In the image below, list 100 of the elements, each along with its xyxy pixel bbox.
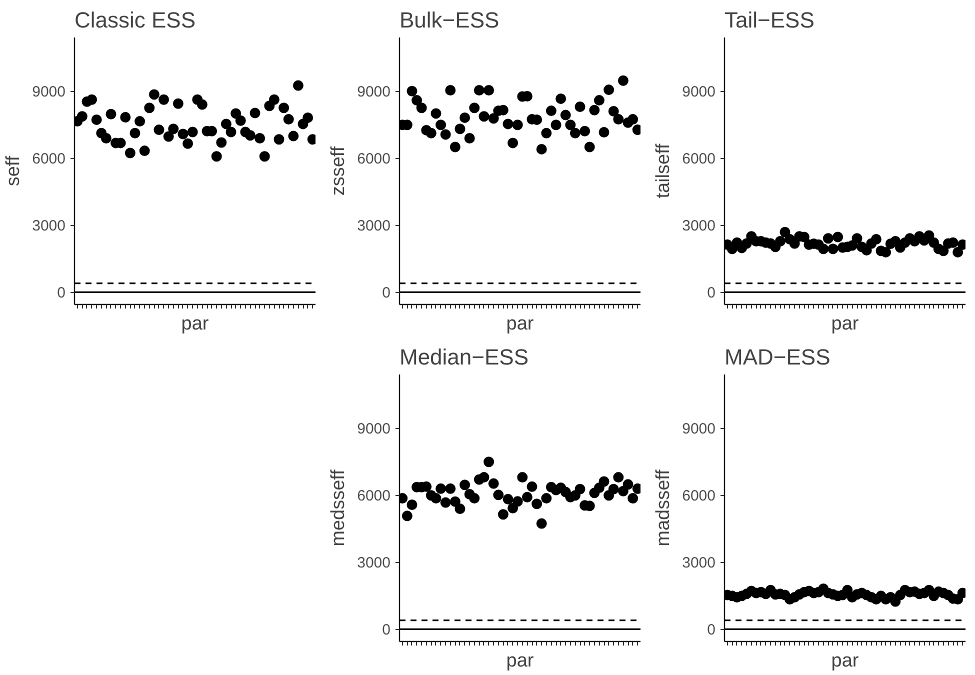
point: [86, 94, 98, 105]
point: [216, 137, 227, 148]
point: [484, 84, 494, 96]
y-tick-label: 6000: [682, 150, 716, 168]
point: [628, 114, 638, 125]
point: [870, 234, 882, 244]
y-axis-title: tailseff: [653, 142, 674, 198]
point: [230, 108, 242, 119]
point: [440, 129, 451, 140]
point: [589, 104, 600, 116]
y-tick-label: 0: [707, 622, 716, 639]
point: [168, 124, 179, 134]
point: [235, 115, 246, 126]
point: [565, 120, 576, 130]
y-axis-title: zsseff: [328, 146, 350, 196]
point: [474, 84, 484, 96]
point: [478, 472, 490, 483]
x-axis-title: par: [506, 650, 534, 672]
y-tick-label: 0: [382, 622, 390, 639]
point: [182, 138, 194, 149]
point: [454, 504, 466, 514]
x-axis-title: par: [181, 314, 210, 334]
point: [469, 102, 480, 114]
point: [283, 114, 294, 125]
point: [774, 236, 786, 247]
point: [187, 126, 198, 138]
point: [220, 118, 232, 130]
point: [124, 148, 136, 158]
point: [274, 134, 284, 145]
y-tick-label: 9000: [357, 420, 391, 438]
y-tick-label: 6000: [682, 488, 716, 505]
point: [546, 106, 556, 116]
point: [196, 99, 208, 110]
point: [134, 116, 146, 127]
point: [254, 133, 266, 144]
point: [608, 484, 619, 494]
point: [622, 479, 634, 490]
point: [822, 233, 834, 244]
chart-title: Classic ESS: [74, 8, 196, 32]
point: [406, 500, 418, 510]
point: [598, 126, 610, 138]
point: [302, 112, 314, 123]
point: [139, 146, 150, 156]
point: [412, 95, 422, 106]
y-tick-label: 9000: [682, 84, 716, 101]
chart-title: Bulk−ESS: [400, 8, 500, 32]
point: [244, 130, 256, 141]
point: [560, 110, 571, 120]
point: [450, 142, 460, 152]
point: [406, 86, 418, 96]
point: [154, 124, 164, 136]
point: [416, 102, 427, 114]
point: [780, 226, 790, 238]
point: [460, 480, 470, 490]
point: [613, 114, 624, 125]
point: [550, 120, 562, 130]
point: [464, 133, 475, 144]
point: [536, 518, 547, 529]
point: [130, 128, 140, 138]
point: [440, 497, 451, 508]
y-tick-label: 6000: [32, 150, 66, 168]
y-tick-label: 3000: [357, 554, 391, 572]
point: [924, 230, 934, 241]
point: [178, 128, 188, 140]
point: [574, 484, 586, 494]
point: [570, 128, 580, 138]
y-axis-title: seff: [3, 155, 24, 186]
point: [580, 126, 590, 136]
point: [484, 456, 494, 468]
point: [541, 493, 552, 504]
point: [598, 476, 610, 487]
point: [144, 102, 155, 114]
point: [556, 93, 566, 104]
point: [522, 492, 532, 502]
y-tick-label: 3000: [357, 218, 391, 235]
y-tick-label: 0: [382, 284, 390, 302]
point: [445, 483, 456, 494]
y-axis-title: madsseff: [653, 468, 674, 546]
point: [402, 510, 412, 522]
point: [488, 113, 499, 124]
point: [450, 496, 460, 507]
point: [604, 84, 614, 96]
point: [158, 94, 170, 105]
y-tick-label: 3000: [682, 218, 716, 235]
point: [789, 238, 800, 249]
point: [584, 142, 595, 152]
point: [502, 494, 514, 504]
point: [454, 124, 466, 134]
point: [613, 472, 624, 483]
chart-title: Median−ESS: [400, 344, 529, 370]
point: [574, 102, 586, 112]
point: [460, 112, 470, 123]
point: [512, 496, 523, 507]
point: [852, 233, 862, 244]
point: [278, 102, 290, 114]
y-tick-label: 9000: [682, 420, 716, 438]
y-axis-title: medsseff: [328, 468, 350, 546]
point: [532, 498, 542, 510]
y-tick-label: 3000: [682, 554, 716, 572]
x-axis-title: par: [831, 314, 860, 334]
